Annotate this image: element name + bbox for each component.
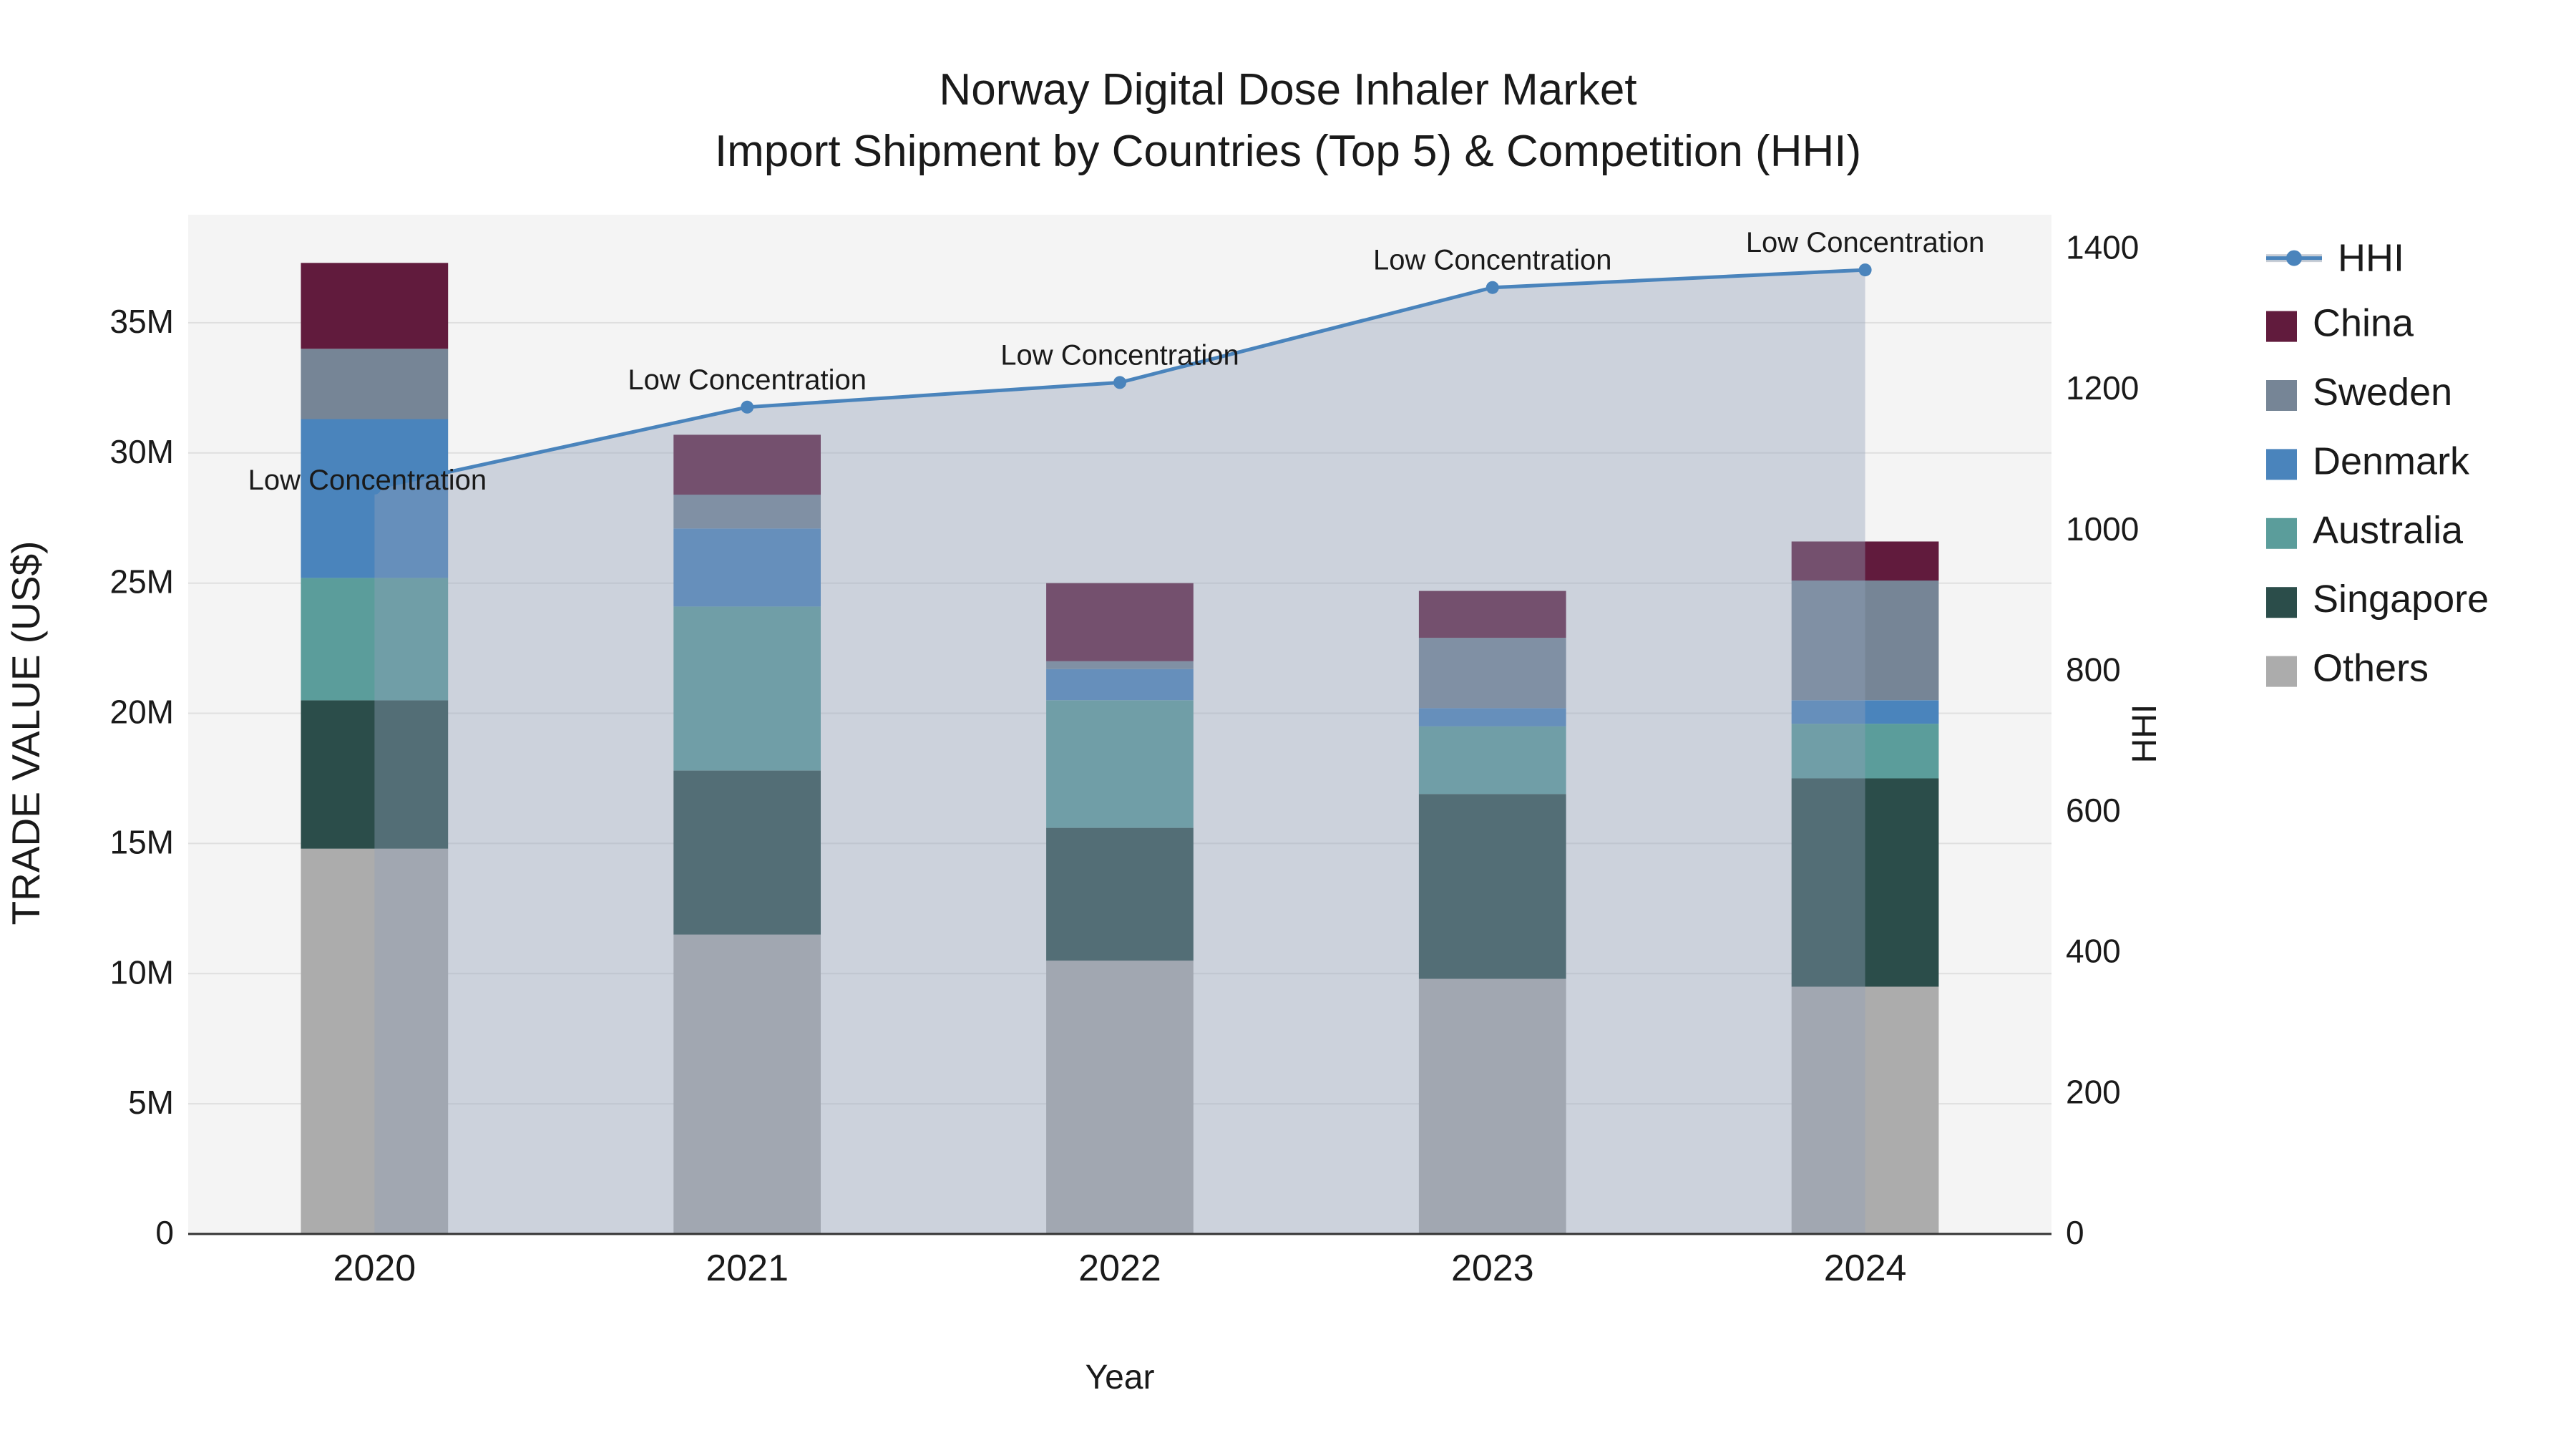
svg-text:Year: Year [1085,1359,1155,1396]
svg-text:25M: 25M [110,563,174,601]
svg-text:TRADE VALUE (US$): TRADE VALUE (US$) [4,541,48,925]
svg-text:1400: 1400 [2066,229,2139,266]
svg-text:Low Concentration: Low Concentration [628,364,867,396]
svg-text:Others: Others [2313,647,2429,690]
svg-text:200: 200 [2066,1073,2121,1110]
svg-text:400: 400 [2066,933,2121,970]
svg-text:2020: 2020 [333,1248,416,1289]
svg-text:20M: 20M [110,694,174,731]
svg-text:Sweden: Sweden [2313,371,2452,414]
svg-text:2024: 2024 [1824,1248,1907,1289]
svg-text:2023: 2023 [1451,1248,1534,1289]
svg-text:HHI: HHI [2126,704,2164,764]
svg-text:30M: 30M [110,433,174,470]
svg-text:600: 600 [2066,792,2121,829]
svg-text:HHI: HHI [2338,237,2404,280]
svg-text:Singapore: Singapore [2313,578,2489,621]
svg-text:0: 0 [2066,1214,2084,1251]
svg-text:2021: 2021 [706,1248,789,1289]
svg-text:1000: 1000 [2066,510,2139,548]
svg-text:5M: 5M [128,1084,174,1121]
svg-text:Low Concentration: Low Concentration [1746,227,1985,258]
svg-text:1200: 1200 [2066,369,2139,407]
svg-text:China: China [2313,302,2414,345]
svg-text:Australia: Australia [2313,509,2464,552]
svg-text:15M: 15M [110,823,174,860]
svg-text:10M: 10M [110,953,174,991]
svg-text:2022: 2022 [1078,1248,1161,1289]
svg-text:0: 0 [155,1214,174,1251]
svg-text:Low Concentration: Low Concentration [1000,339,1239,371]
svg-text:Low Concentration: Low Concentration [248,465,487,496]
svg-text:Import Shipment by Countries (: Import Shipment by Countries (Top 5) & C… [715,127,1861,176]
svg-text:Low Concentration: Low Concentration [1373,245,1612,276]
svg-text:800: 800 [2066,651,2121,689]
svg-text:Norway Digital Dose Inhaler Ma: Norway Digital Dose Inhaler Market [939,65,1636,115]
svg-text:35M: 35M [110,303,174,340]
svg-text:Denmark: Denmark [2313,439,2470,482]
